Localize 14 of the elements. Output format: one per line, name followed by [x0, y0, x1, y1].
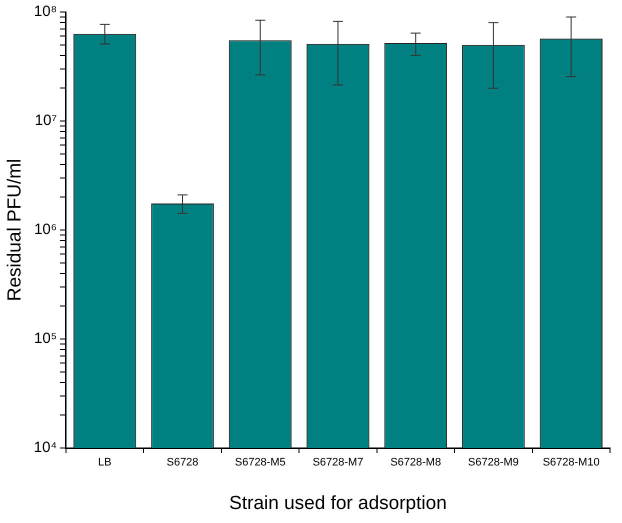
y-axis-title: Residual PFU/ml: [4, 158, 26, 302]
x-tick-label: S6728-M5: [234, 456, 286, 469]
x-tick-label: S6728: [166, 456, 198, 469]
y-tick-label: 10⁴: [34, 439, 57, 456]
x-tick-label: S6728-M7: [312, 456, 364, 469]
x-tick-label: S6728-M9: [468, 456, 519, 469]
y-tick-label: 10⁸: [34, 3, 57, 20]
y-tick-label: 10⁷: [34, 112, 57, 130]
x-tick-label: S6728-M10: [542, 456, 600, 469]
y-tick-label: 10⁶: [34, 221, 57, 238]
x-tick-label: S6728-M8: [390, 456, 442, 469]
y-tick-label: 10⁵: [34, 330, 57, 348]
x-axis-title: Strain used for adsorption: [229, 492, 447, 514]
x-tick-label: LB: [98, 456, 112, 469]
